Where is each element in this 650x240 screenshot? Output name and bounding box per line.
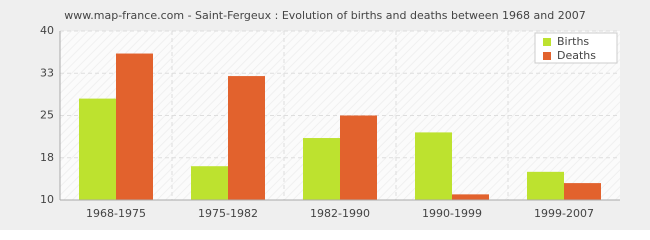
bar (228, 76, 265, 200)
page: {"chart_data": {"type": "bar", "title": … (0, 0, 650, 230)
y-tick-label: 18 (40, 151, 54, 164)
bar (564, 183, 601, 200)
x-tick-label: 1982-1990 (310, 207, 370, 220)
x-tick-label: 1968-1975 (86, 207, 146, 220)
x-tick-label: 1990-1999 (422, 207, 482, 220)
bar (116, 53, 153, 201)
x-tick-label: 1975-1982 (198, 207, 258, 220)
chart-title: www.map-france.com - Saint-Fergeux : Evo… (64, 9, 585, 22)
bar (415, 132, 452, 200)
legend-label: Deaths (557, 49, 596, 62)
bar (191, 166, 228, 200)
bar (452, 194, 489, 200)
chart: www.map-france.com - Saint-Fergeux : Evo… (0, 0, 650, 230)
y-tick-label: 33 (40, 66, 54, 79)
legend-swatch (543, 52, 551, 60)
legend-swatch (543, 38, 551, 46)
bar (340, 115, 377, 200)
legend-label: Births (557, 35, 589, 48)
x-tick-label: 1999-2007 (534, 207, 594, 220)
bar (303, 138, 340, 200)
bar (527, 171, 564, 200)
bar (79, 98, 116, 200)
y-tick-label: 25 (40, 109, 54, 122)
y-tick-label: 40 (40, 24, 54, 37)
y-tick-label: 10 (40, 193, 54, 206)
